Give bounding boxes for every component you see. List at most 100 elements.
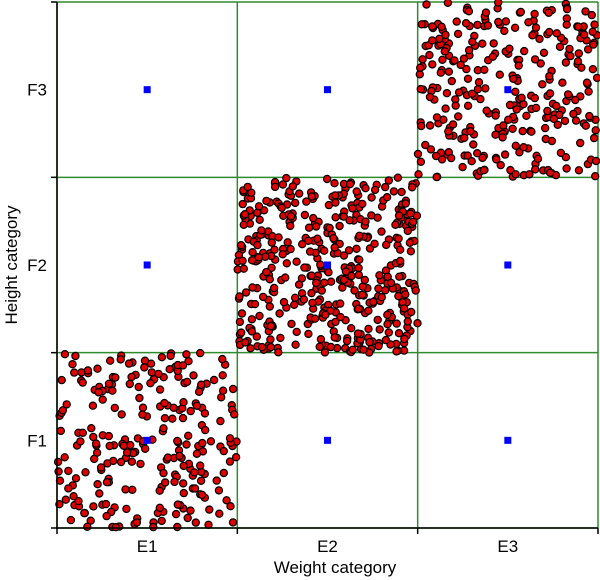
data-point [377, 227, 386, 236]
data-point [381, 182, 390, 192]
data-point [88, 401, 98, 410]
data-point [194, 387, 204, 396]
data-point [243, 182, 252, 192]
data-point [478, 39, 487, 48]
data-point [536, 59, 545, 68]
data-point [241, 288, 251, 297]
data-point [403, 317, 412, 326]
data-point [431, 151, 441, 161]
data-point [510, 23, 520, 32]
data-point [58, 406, 68, 415]
data-point [413, 319, 422, 328]
data-point [428, 22, 437, 31]
data-point [389, 187, 399, 196]
data-point [539, 48, 549, 58]
data-point [236, 240, 246, 250]
data-point [461, 19, 471, 28]
data-point [454, 112, 463, 121]
data-point [286, 244, 295, 254]
data-point [447, 76, 456, 86]
data-point [364, 306, 373, 315]
data-point [350, 286, 359, 295]
data-point [460, 133, 469, 143]
data-point [98, 395, 107, 404]
data-point [189, 371, 198, 380]
data-point [588, 64, 598, 74]
data-point [116, 355, 125, 364]
data-point [304, 329, 313, 339]
data-point [413, 149, 423, 159]
data-point [488, 52, 497, 62]
data-point [238, 199, 247, 209]
data-point [361, 183, 370, 193]
data-point [166, 351, 175, 361]
data-point [381, 335, 391, 345]
data-point [252, 332, 261, 341]
data-point [196, 380, 206, 389]
data-point [209, 375, 219, 385]
data-point [469, 140, 478, 149]
data-point [140, 444, 150, 453]
data-point [109, 456, 118, 466]
data-point [425, 50, 434, 60]
data-point [329, 233, 338, 243]
data-point [274, 348, 283, 357]
data-point [347, 324, 356, 333]
data-point [345, 179, 355, 189]
data-point [297, 274, 307, 283]
data-point [458, 162, 467, 172]
data-point [290, 300, 299, 309]
data-point [535, 34, 544, 44]
data-point [190, 484, 200, 493]
data-point [509, 74, 518, 84]
data-point [101, 499, 111, 509]
data-point [574, 49, 584, 58]
data-point [324, 268, 333, 277]
data-point [592, 73, 600, 83]
data-point [179, 461, 188, 471]
data-point [170, 477, 179, 487]
center-marker [143, 436, 151, 444]
data-point [453, 29, 463, 39]
data-point [401, 290, 410, 299]
data-point [440, 47, 449, 56]
data-point [358, 282, 367, 291]
data-point [257, 226, 266, 235]
data-point [407, 307, 416, 317]
data-point [552, 29, 562, 38]
data-point [530, 9, 539, 19]
data-point [147, 368, 156, 377]
center-marker [504, 86, 512, 94]
data-point [359, 345, 368, 354]
data-point [565, 44, 574, 54]
data-point [155, 503, 164, 512]
data-point [443, 0, 453, 7]
data-point [298, 239, 307, 249]
data-point [154, 369, 163, 379]
data-point [444, 67, 454, 76]
data-point [111, 523, 121, 532]
data-point [320, 348, 330, 357]
data-point [64, 466, 73, 476]
data-point [140, 363, 149, 372]
data-point [68, 360, 77, 369]
data-point [384, 328, 393, 337]
data-point [254, 202, 264, 211]
data-point [395, 272, 404, 281]
data-point [573, 57, 583, 66]
data-point [533, 154, 543, 163]
data-point [505, 100, 515, 110]
center-marker [324, 261, 331, 269]
data-point [196, 476, 206, 485]
data-point [384, 176, 393, 185]
data-point [228, 518, 238, 527]
data-point [292, 327, 301, 337]
data-point [60, 453, 69, 462]
data-point [255, 311, 264, 321]
data-point [287, 319, 296, 329]
data-point [456, 60, 465, 70]
y-tick-label: F1 [27, 431, 47, 450]
data-point [394, 329, 404, 338]
data-point [541, 134, 551, 144]
